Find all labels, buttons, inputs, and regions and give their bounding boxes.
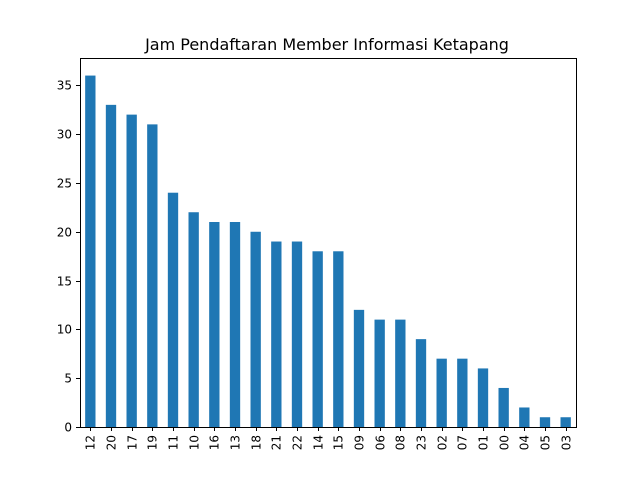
y-tick-label: 5 — [64, 372, 72, 386]
bar-17 — [126, 114, 137, 427]
x-tick-label: 11 — [167, 435, 181, 450]
bar-16 — [209, 222, 220, 427]
bar-23 — [415, 339, 427, 427]
x-tick-label: 05 — [539, 435, 553, 450]
x-tick-label: 10 — [188, 435, 202, 450]
x-tick-label: 02 — [436, 435, 450, 450]
bar-21 — [271, 241, 282, 427]
plot-frame — [80, 58, 577, 428]
bar-20 — [105, 104, 117, 427]
y-tick-label: 15 — [57, 275, 72, 289]
x-tick-label: 04 — [518, 435, 532, 450]
x-tick-label: 01 — [477, 435, 491, 450]
bar-11 — [167, 192, 179, 427]
bar-12 — [85, 75, 96, 428]
x-tick-label: 20 — [105, 435, 119, 450]
y-tick-label: 0 — [64, 421, 72, 435]
bar-14 — [312, 251, 323, 427]
bar-10 — [188, 212, 199, 427]
chart-title: Jam Pendaftaran Member Informasi Ketapan… — [144, 35, 509, 54]
x-tick-label: 18 — [250, 435, 264, 450]
x-tick-label: 21 — [270, 435, 284, 450]
bar-18 — [250, 231, 261, 427]
x-tick-label: 16 — [208, 435, 222, 450]
y-tick-label: 20 — [57, 226, 72, 240]
x-tick-label: 09 — [353, 435, 367, 450]
bar-06 — [374, 319, 385, 427]
x-tick-label: 03 — [560, 435, 574, 450]
x-tick-label: 00 — [498, 435, 512, 450]
x-tick-label: 13 — [229, 435, 243, 450]
bar-01 — [477, 368, 489, 427]
bar-05 — [539, 417, 551, 427]
x-tick-label: 17 — [126, 435, 140, 450]
y-axis: 0 5 10 15 20 25 30 35 — [57, 79, 80, 435]
y-tick-label: 25 — [57, 177, 72, 191]
bar-19 — [147, 124, 158, 427]
y-tick-label: 30 — [57, 128, 72, 142]
x-tick-label: 06 — [374, 435, 388, 450]
x-tick-label: 15 — [332, 435, 346, 450]
x-tick-label: 12 — [84, 435, 98, 450]
y-tick-label: 10 — [57, 323, 72, 337]
bar-22 — [291, 241, 303, 427]
bars-group — [85, 75, 571, 428]
x-tick-label: 14 — [312, 435, 326, 450]
x-axis: 12 20 17 19 11 10 16 13 18 21 22 14 15 09 06 08 23 02 07 01… — [84, 427, 574, 450]
bar-15 — [333, 251, 344, 427]
bar-00 — [498, 387, 509, 427]
bar-07 — [457, 358, 468, 427]
bar-08 — [395, 319, 406, 427]
bar-13 — [229, 222, 241, 427]
bar-02 — [436, 358, 447, 427]
y-tick-label: 35 — [57, 79, 72, 93]
x-tick-label: 08 — [394, 435, 408, 450]
x-tick-label: 22 — [291, 435, 305, 450]
bar-04 — [519, 407, 530, 427]
bar-09 — [353, 309, 365, 427]
x-tick-label: 19 — [146, 435, 160, 450]
x-tick-label: 07 — [456, 435, 470, 450]
x-tick-label: 23 — [415, 435, 429, 450]
bar-03 — [560, 417, 571, 427]
